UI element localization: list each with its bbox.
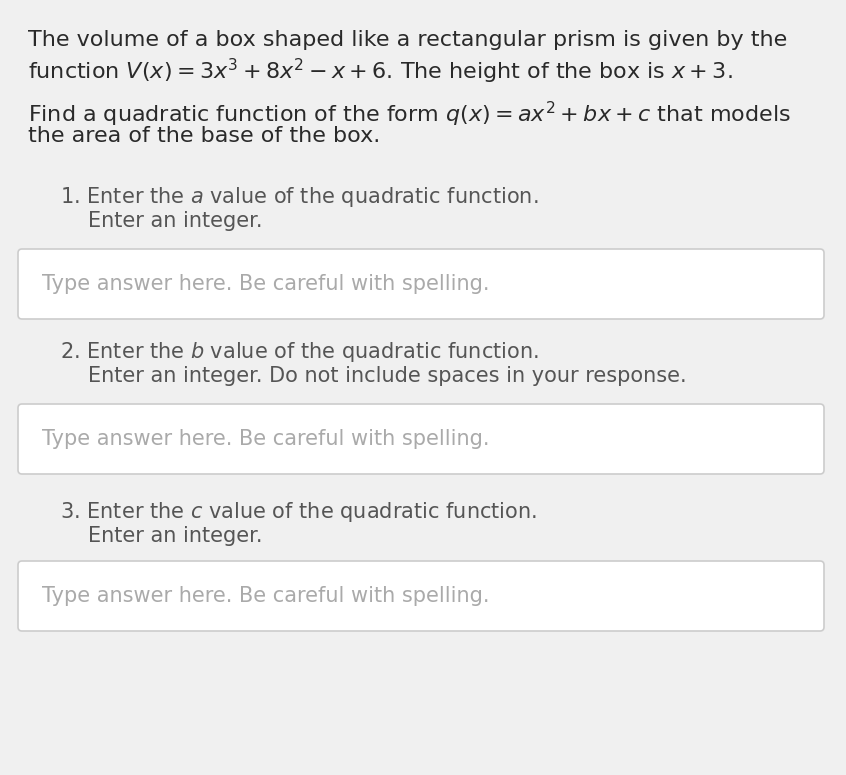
FancyBboxPatch shape xyxy=(18,561,824,631)
Text: Enter an integer. Do not include spaces in your response.: Enter an integer. Do not include spaces … xyxy=(88,366,687,386)
Text: Type answer here. Be careful with spelling.: Type answer here. Be careful with spelli… xyxy=(42,586,490,606)
Text: 1. Enter the $a$ value of the quadratic function.: 1. Enter the $a$ value of the quadratic … xyxy=(60,185,539,209)
Text: the area of the base of the box.: the area of the base of the box. xyxy=(28,126,380,146)
Text: The volume of a box shaped like a rectangular prism is given by the: The volume of a box shaped like a rectan… xyxy=(28,30,788,50)
Text: 3. Enter the $c$ value of the quadratic function.: 3. Enter the $c$ value of the quadratic … xyxy=(60,500,537,524)
FancyBboxPatch shape xyxy=(18,249,824,319)
Text: 2. Enter the $b$ value of the quadratic function.: 2. Enter the $b$ value of the quadratic … xyxy=(60,340,539,364)
Text: Type answer here. Be careful with spelling.: Type answer here. Be careful with spelli… xyxy=(42,274,490,294)
Text: Enter an integer.: Enter an integer. xyxy=(88,526,262,546)
Text: Type answer here. Be careful with spelling.: Type answer here. Be careful with spelli… xyxy=(42,429,490,449)
Text: Find a quadratic function of the form $q(x) = ax^2 + bx + c$ that models: Find a quadratic function of the form $q… xyxy=(28,100,791,129)
Text: function $V(x) = 3x^3 + 8x^2 - x + 6$. The height of the box is $x + 3$.: function $V(x) = 3x^3 + 8x^2 - x + 6$. T… xyxy=(28,57,733,86)
Text: Enter an integer.: Enter an integer. xyxy=(88,211,262,231)
FancyBboxPatch shape xyxy=(18,404,824,474)
